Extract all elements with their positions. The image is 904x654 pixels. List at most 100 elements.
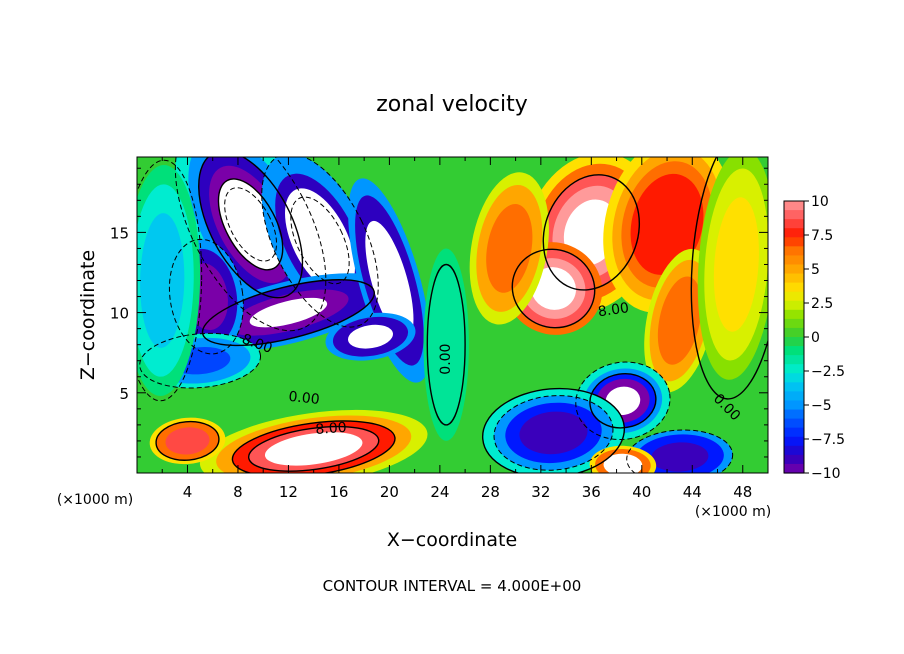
contour-line [690,157,768,400]
plot-frame [136,156,769,474]
colorbar-tick-label: −5 [811,398,832,414]
colorbar-band [784,273,804,284]
chart-title: zonal velocity [376,92,528,117]
colorbar-band [784,318,804,329]
heatmap-cell [165,427,210,455]
heatmap-blob [697,157,768,380]
x-tick-label: 12 [279,483,298,501]
colorbar-tick-label: −10 [811,466,841,482]
contour-label: 8.00 [597,300,630,320]
colorbar-band [784,291,804,302]
colorbar-tick-label: −7.5 [811,432,845,448]
contour-labels: 8.000.008.000.008.000.00 [240,300,744,438]
contour-line [511,248,596,329]
heatmap-cell [285,188,355,293]
colorbar-band [784,255,804,266]
negative-contour-line [575,361,671,441]
contour-line [231,420,396,473]
x-unit-left: (×1000 m) [57,492,133,508]
y-tick-label: 15 [110,224,129,242]
colorbar-band [784,264,804,275]
colorbar-band [784,418,804,429]
colorbar-band [784,337,804,347]
colorbar-tick-label: 0 [811,330,820,346]
colorbar-band [784,409,804,420]
colorbar [784,201,804,474]
x-tick-label: 36 [582,483,601,501]
heatmap-blob [149,417,226,465]
colorbar-band [784,237,804,247]
colorbar-band [784,309,804,320]
colorbar-band [784,382,804,392]
colorbar-band [784,445,804,456]
colorbar-band [784,327,804,338]
heatmap-blob [469,172,549,325]
heatmap-blob [199,409,428,473]
colorbar-ticks: 10 7.5 5 2.5 0 −2.5 −5 −7.5 −10 [804,194,845,482]
colorbar-band [784,355,804,365]
colorbar-band [784,400,804,411]
heatmap-cell [427,264,466,425]
heatmap-blob [644,248,716,393]
colorbar-tick-label: 2.5 [811,296,833,312]
colorbar-band [784,346,804,356]
x-unit-right: (×1000 m) [695,504,771,520]
colorbar-band [784,364,804,374]
contour-line [426,263,466,426]
heatmap-cell [249,297,328,328]
heatmap-blob [423,248,469,441]
negative-contour-line [290,196,350,285]
colorbar-band [784,201,804,211]
contour-label: 0.00 [288,389,321,408]
contour-line [155,420,220,461]
x-tick-label: 28 [481,483,500,501]
x-tick-label: 40 [632,483,651,501]
heatmap-cell [264,432,363,466]
contour-label: 0.00 [438,344,454,375]
colorbar-band [784,282,804,293]
heatmap-cell [218,178,283,270]
colorbar-band [784,391,804,402]
heatmap-cell [486,204,533,293]
negative-contour-line [261,157,379,328]
heatmap-cell [651,442,709,472]
y-axis-label: Z−coordinate [77,250,99,380]
contour-line [217,178,284,271]
contour-interval-note: CONTOUR INTERVAL = 4.000E+00 [323,577,582,595]
colorbar-band [784,246,804,256]
heatmap-cell [348,324,393,349]
heatmap-cell [365,220,414,341]
colorbar-tick-label: 5 [811,262,820,278]
x-tick-label: 20 [380,483,399,501]
heatmap-cell [630,173,704,275]
colorbar-band [784,436,804,447]
heatmap-features [137,157,768,473]
colorbar-tick-label: 7.5 [811,228,833,244]
colorbar-band [784,219,804,229]
x-tick-label: 24 [430,483,449,501]
contour-line [542,174,641,291]
contour-label: 8.00 [315,420,347,438]
negative-contour-line [626,429,734,473]
x-tick-label: 16 [329,483,348,501]
negative-contour-line [139,332,262,389]
colorbar-tick-label: −2.5 [811,364,845,380]
negative-contour-line [137,159,203,402]
contour-line [589,373,657,429]
contour-line [247,425,380,472]
colorbar-band [784,454,804,465]
negative-contour-line [493,395,614,471]
x-axis-ticks: 4 8 12 16 20 24 28 32 36 40 44 48 [161,157,752,501]
heatmap-blob [482,388,625,473]
colorbar-band [784,300,804,311]
colorbar-band [784,228,804,238]
negative-contour-line [168,238,244,355]
negative-contour-line [224,187,278,262]
colorbar-band [784,373,804,383]
x-tick-label: 44 [683,483,702,501]
heatmap-cell [713,197,759,332]
colorbar-tick-label: 10 [811,194,829,210]
x-tick-label: 8 [233,483,243,501]
y-tick-label: 5 [119,385,129,403]
